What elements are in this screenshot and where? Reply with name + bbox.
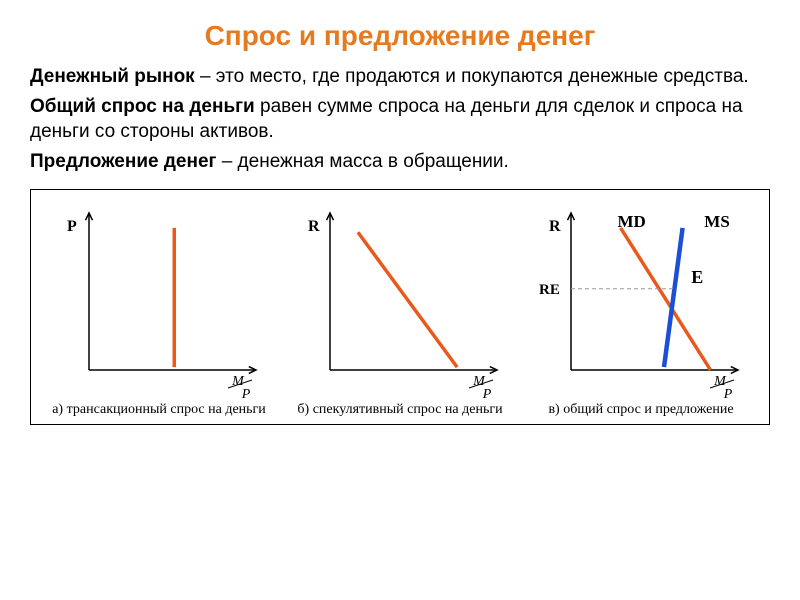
chart-b: RMP б) спекулятивный спрос на деньги [280, 200, 520, 419]
svg-text:R: R [549, 218, 561, 235]
text-money-supply-def: – денежная масса в обращении. [216, 151, 508, 172]
charts-container: PMP а) трансакционный спрос на деньги RM… [30, 189, 770, 426]
definition-total-demand: Общий спрос на деньги равен сумме спроса… [30, 94, 770, 145]
chart-c-svg: RMPMDMSERE [526, 200, 756, 400]
definition-money-supply: Предложение денег – денежная масса в обр… [30, 149, 770, 175]
svg-text:MS: MS [704, 212, 730, 231]
text-money-market-def: – это место, где продаются и покупаются … [195, 66, 749, 87]
svg-text:P: P [241, 387, 251, 400]
definition-money-market: Денежный рынок – это место, где продаютс… [30, 64, 770, 90]
chart-a-svg: PMP [44, 200, 274, 400]
svg-text:MD: MD [618, 212, 646, 231]
svg-text:P: P [482, 387, 492, 400]
svg-text:R: R [308, 218, 320, 235]
chart-b-svg: RMP [285, 200, 515, 400]
chart-a-caption: а) трансакционный спрос на деньги [52, 402, 266, 419]
term-money-market: Денежный рынок [30, 66, 195, 87]
term-total-demand: Общий спрос на деньги [30, 96, 255, 117]
term-money-supply: Предложение денег [30, 151, 216, 172]
chart-a: PMP а) трансакционный спрос на деньги [39, 200, 279, 419]
svg-text:P: P [723, 387, 733, 400]
chart-b-caption: б) спекулятивный спрос на деньги [297, 402, 502, 419]
page-title: Спрос и предложение денег [30, 20, 770, 52]
chart-c: RMPMDMSERE в) общий спрос и предложение [521, 200, 761, 419]
svg-text:E: E [691, 266, 703, 286]
chart-c-caption: в) общий спрос и предложение [548, 402, 733, 419]
svg-text:P: P [67, 218, 77, 235]
svg-text:RE: RE [539, 281, 560, 297]
